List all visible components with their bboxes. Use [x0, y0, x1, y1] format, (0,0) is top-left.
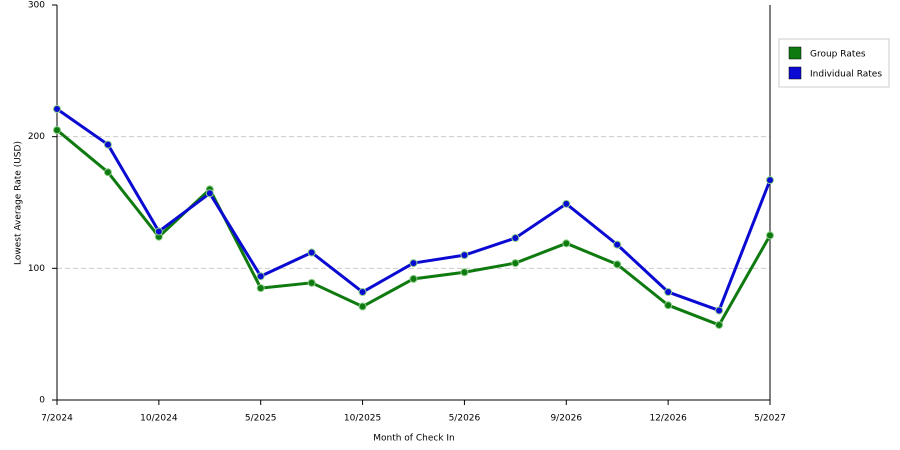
x-tick-label: 12/2026: [649, 414, 687, 424]
data-point: [307, 278, 316, 287]
x-tick-label: 10/2025: [344, 414, 381, 424]
data-point: [664, 288, 673, 297]
data-point: [154, 227, 163, 236]
legend-swatch: [788, 46, 802, 60]
data-point: [613, 260, 622, 269]
data-point: [53, 126, 61, 135]
x-axis-label: Month of Check In: [373, 434, 455, 444]
legend-label: Group Rates: [810, 50, 866, 60]
y-tick-label: 200: [28, 132, 45, 142]
x-tick-label: 5/2025: [245, 414, 277, 424]
data-point: [562, 199, 571, 208]
data-point: [256, 272, 265, 281]
data-point: [409, 274, 418, 283]
data-point: [766, 231, 774, 240]
data-point: [715, 306, 724, 315]
legend-swatch: [788, 66, 802, 80]
data-point: [511, 259, 520, 268]
data-point: [256, 284, 265, 293]
data-point: [766, 176, 774, 185]
data-point: [358, 288, 367, 297]
data-point: [103, 140, 112, 149]
y-tick-label: 100: [28, 264, 45, 274]
y-tick-label: 300: [28, 1, 45, 11]
legend-box: [778, 38, 890, 88]
data-point: [358, 302, 367, 311]
x-tick-label: 5/2027: [754, 414, 786, 424]
data-point: [205, 189, 214, 198]
data-point: [307, 248, 316, 257]
x-tick-label: 7/2024: [41, 414, 73, 424]
x-tick-label: 5/2026: [449, 414, 481, 424]
data-point: [664, 301, 673, 310]
data-point: [53, 105, 61, 114]
data-point: [409, 259, 418, 268]
data-point: [103, 168, 112, 177]
data-point: [460, 268, 469, 277]
x-tick-label: 9/2026: [550, 414, 582, 424]
data-point: [511, 234, 520, 243]
data-point: [460, 251, 469, 260]
y-tick-label: 0: [39, 396, 45, 406]
legend-label: Individual Rates: [810, 70, 882, 80]
data-point: [613, 240, 622, 249]
data-point: [562, 239, 571, 248]
x-tick-label: 10/2024: [140, 414, 178, 424]
data-point: [715, 320, 724, 329]
y-axis-label: Lowest Average Rate (USD): [14, 141, 24, 265]
